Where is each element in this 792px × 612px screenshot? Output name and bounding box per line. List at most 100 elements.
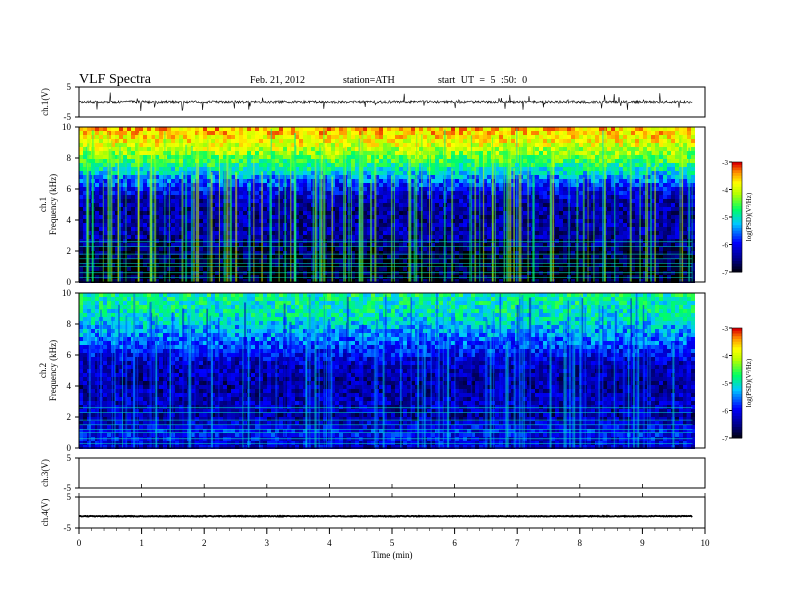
ch1-spectrogram-cell: [655, 135, 659, 139]
ch1-spectrogram-cell: [151, 151, 155, 155]
ch1-spectrogram-cell: [263, 171, 267, 175]
ch1-spectrogram-cell: [371, 127, 375, 131]
ch1-spectrogram-cell: [391, 139, 395, 143]
ch1-spectrogram-cell: [231, 175, 235, 179]
ch1-spectrogram-cell: [407, 131, 411, 135]
ch1-spectrogram-cell: [291, 175, 295, 179]
ch1-spectrogram-cell: [595, 239, 599, 243]
ch1-spectrogram-cell: [231, 155, 235, 159]
ch1-spectrogram-cell: [563, 127, 567, 131]
ch1-spectrogram-cell: [207, 179, 211, 183]
ch1-spectrogram-cell: [639, 235, 643, 239]
ch1-spectrogram-cell: [639, 243, 643, 247]
ch1-spectrogram-cell: [379, 187, 383, 191]
ch1-spectrogram-cell: [79, 159, 83, 163]
ch1-spectrogram-cell: [691, 147, 695, 151]
ch1-spectrogram-cell: [511, 235, 515, 239]
ch1-spectrogram-cell: [155, 211, 159, 215]
ch1-spectrogram-cell: [103, 219, 107, 223]
ch1-spectrogram-cell: [591, 231, 595, 235]
ch1-spectrogram-cell: [243, 187, 247, 191]
ch1-spectrogram-cell: [179, 231, 183, 235]
ch1-spectrogram-cell: [335, 219, 339, 223]
ch1-spectrogram-cell: [643, 171, 647, 175]
ch1-spectrogram-cell: [111, 143, 115, 147]
ch1-spectrogram-cell: [103, 243, 107, 247]
ch1-spectrogram-cell: [251, 243, 255, 247]
ch1-spectrogram-cell: [395, 199, 399, 203]
ch1-spectrogram-cell: [419, 223, 423, 227]
ch1-spectrogram-cell: [187, 127, 191, 131]
ch1-spectrogram-cell: [211, 223, 215, 227]
ch1-spectrogram-cell: [171, 239, 175, 243]
ch1-spectrogram-cell: [683, 143, 687, 147]
ch1-spectrogram-cell: [631, 219, 635, 223]
ch1-spectrogram-cell: [215, 251, 219, 255]
ch1-spectrogram-cell: [275, 251, 279, 255]
ch1-spectrogram-cell: [127, 143, 131, 147]
ch1-spectrogram-cell: [187, 171, 191, 175]
ch1-spectrogram-cell: [651, 147, 655, 151]
ch1-spectrogram-cell: [235, 131, 239, 135]
ch1-spectrogram-cell: [547, 155, 551, 159]
ch1-spectrogram-cell: [623, 143, 627, 147]
ch1-spectrogram-cell: [451, 143, 455, 147]
ch1-spectrogram-cell: [479, 131, 483, 135]
ch1-spectrogram-cell: [611, 147, 615, 151]
ch1-spectrogram-cell: [411, 163, 415, 167]
ch1-spectrogram-cell: [211, 163, 215, 167]
ch1-spectrogram-cell: [619, 171, 623, 175]
ch1-spectrogram-cell: [583, 163, 587, 167]
ch1-spectrogram-cell: [187, 211, 191, 215]
ch1-spectrogram-cell: [543, 155, 547, 159]
ch1-spectrogram-cell: [155, 183, 159, 187]
ch1-spectrogram-cell: [387, 143, 391, 147]
ch1-spectrogram-cell: [655, 179, 659, 183]
ch1-spectrogram-cell: [131, 243, 135, 247]
ch1-spectrogram-cell: [275, 147, 279, 151]
ch1-spectrogram-cell: [79, 167, 83, 171]
ch1-spectrogram-cell: [455, 183, 459, 187]
ch1-spectrogram-cell: [215, 215, 219, 219]
ch1-spectrogram-cell: [659, 239, 663, 243]
ch1-spectrogram-cell: [579, 239, 583, 243]
ch1-spectrogram-cell: [331, 167, 335, 171]
ch1-spectrogram-cell: [491, 127, 495, 131]
ch1-spectrogram-cell: [371, 203, 375, 207]
ch1-spectrogram-cell: [587, 191, 591, 195]
ch1-spectrogram-cell: [171, 207, 175, 211]
ch1-spectrogram-cell: [579, 179, 583, 183]
ch1-spectrogram-cell: [111, 159, 115, 163]
ch1-spectrogram-cell: [327, 179, 331, 183]
ch1-spectrogram-cell: [255, 183, 259, 187]
ch1-spectrogram-cell: [219, 183, 223, 187]
ch1-spectrogram-cell: [287, 155, 291, 159]
ch1-spectrogram-cell: [111, 155, 115, 159]
ch1-spectrogram-cell: [83, 171, 87, 175]
ch1-spectrogram-cell: [267, 199, 271, 203]
ch1-spectrogram-cell: [475, 171, 479, 175]
ch1-spectrogram-cell: [375, 231, 379, 235]
ch1-spectrogram-cell: [191, 143, 195, 147]
ch1-spectrogram-cell: [211, 195, 215, 199]
ch1-spectrogram-cell: [495, 167, 499, 171]
ch1-spectrogram-cell: [631, 199, 635, 203]
ch1-spectrogram-cell: [539, 167, 543, 171]
ch1-spectrogram-cell: [419, 171, 423, 175]
ch1-spectrogram-cell: [379, 135, 383, 139]
ch1-spectrogram-cell: [355, 199, 359, 203]
ch1-spectrogram-cell: [647, 131, 651, 135]
ch1-spectrogram-cell: [119, 127, 123, 131]
ch1-spectrogram-cell: [487, 199, 491, 203]
ch1-spectrogram-cell: [99, 211, 103, 215]
ch1-spectrogram-cell: [559, 231, 563, 235]
ch1-spectrogram-cell: [571, 223, 575, 227]
ch1-spectrogram-cell: [287, 211, 291, 215]
ch1-spectrogram-cell: [651, 151, 655, 155]
ch1-spectrogram-cell: [111, 243, 115, 247]
ch1-spectrogram-cell: [159, 163, 163, 167]
ch1-spectrogram-cell: [675, 183, 679, 187]
ch1-spectrogram-cell: [139, 231, 143, 235]
ch1-spectrogram-cell: [215, 163, 219, 167]
ch1-spectrogram-cell: [143, 171, 147, 175]
